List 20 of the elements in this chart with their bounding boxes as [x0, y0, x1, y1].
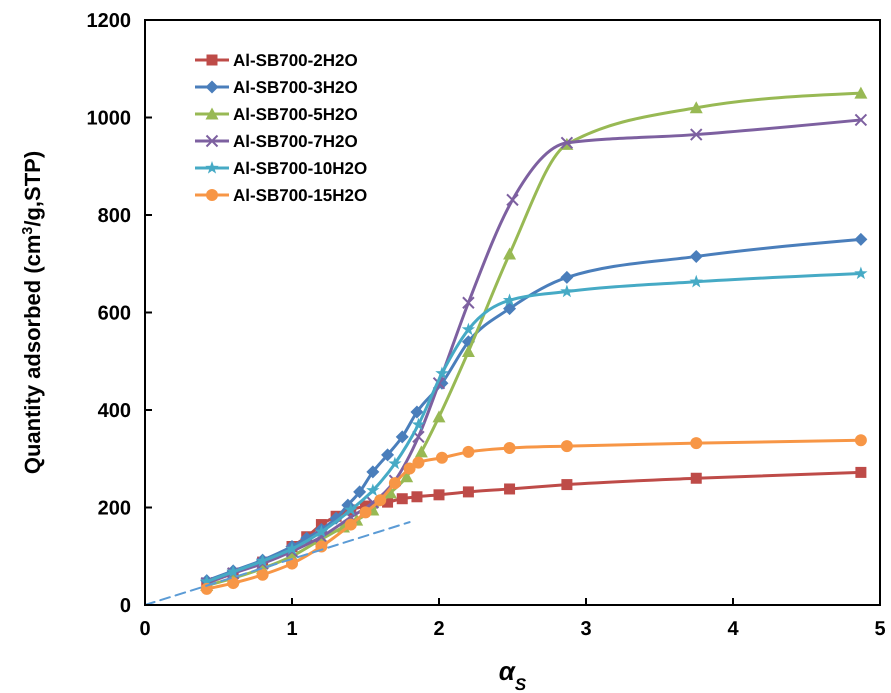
x-tick-label: 4 — [727, 618, 740, 640]
y-tick-label: 0 — [120, 595, 131, 617]
legend-label: Al-SB700-10H2O — [233, 159, 368, 178]
y-tick-label: 200 — [98, 498, 131, 520]
legend-label: Al-SB700-5H2O — [233, 105, 358, 124]
x-axis-title: α$_{S}$ — [498, 656, 527, 693]
x-tick-label: 0 — [139, 618, 151, 640]
y-tick-label: 1200 — [86, 10, 131, 32]
legend-label: Al-SB700-15H2O — [233, 186, 368, 205]
y-tick-label: 600 — [98, 302, 131, 324]
x-tick-label: 3 — [580, 618, 592, 640]
legend-label: Al-SB700-2H2O — [233, 51, 358, 70]
legend-label: Al-SB700-7H2O — [233, 132, 358, 151]
y-tick-label: 1000 — [86, 108, 131, 130]
x-tick-label: 2 — [433, 618, 445, 640]
x-tick-label: 1 — [286, 618, 298, 640]
x-tick-label: 5 — [874, 618, 886, 640]
y-tick-label: 800 — [98, 205, 131, 227]
y-tick-label: 400 — [98, 400, 131, 422]
legend-label: Al-SB700-3H2O — [233, 78, 358, 97]
